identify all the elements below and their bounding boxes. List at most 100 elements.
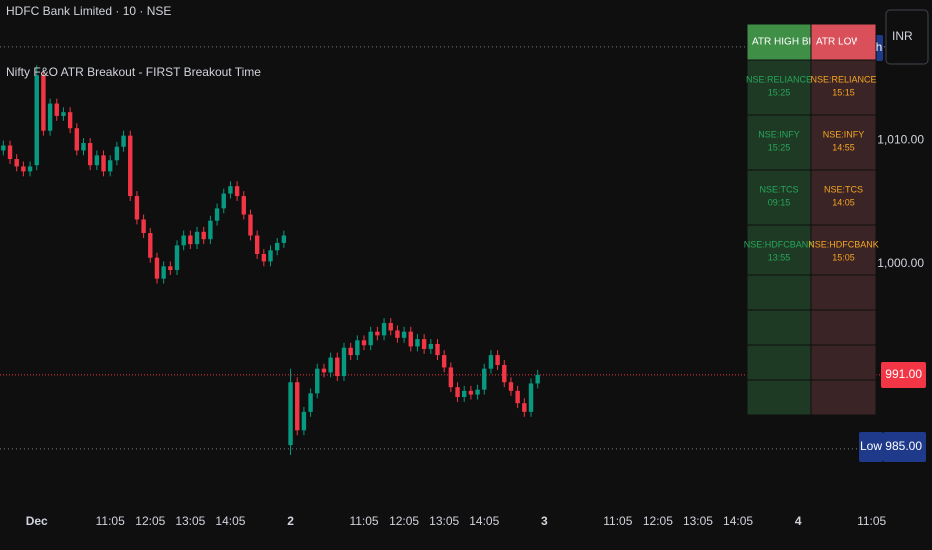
x-tick-label: 12:05 — [389, 514, 419, 528]
candle-body — [348, 347, 353, 356]
indicator-title: Nifty F&O ATR Breakout - FIRST Breakout … — [6, 65, 261, 79]
candle-body — [201, 231, 206, 240]
candle-body — [261, 254, 267, 262]
candle-body — [254, 235, 260, 254]
table-cell-symbol: NSE:TCS — [759, 184, 798, 194]
candle-body — [61, 112, 66, 116]
currency-label[interactable]: INR — [892, 29, 913, 43]
table-cell — [810, 114, 877, 171]
candle-body — [21, 166, 26, 172]
x-tick-label: 14:05 — [723, 514, 753, 528]
table-cell-symbol: NSE:RELIANCE — [746, 74, 812, 84]
x-tick-label: 14:05 — [469, 514, 499, 528]
candle-body — [241, 196, 246, 215]
table-cell — [810, 274, 877, 311]
table-cell-time: 09:15 — [768, 197, 791, 207]
table-cell — [746, 274, 812, 311]
table-cell-symbol: NSE:INFY — [758, 129, 800, 139]
low-label: Low — [860, 439, 882, 453]
candle-body — [341, 347, 347, 377]
candle-body — [502, 364, 507, 383]
candle-body — [47, 103, 53, 131]
candle-body — [208, 220, 213, 240]
candle-body — [154, 257, 160, 279]
candle-body — [315, 368, 320, 394]
candle-body — [508, 382, 514, 391]
candle-body — [228, 186, 233, 194]
candle-body — [415, 339, 420, 347]
candle-body — [41, 75, 46, 131]
candle-body — [395, 330, 400, 338]
y-tick-label: 1,000.00 — [877, 256, 924, 270]
table-cell — [746, 59, 812, 116]
symbol-title: HDFC Bank Limited · 10 · NSE — [6, 4, 171, 18]
candle-body — [288, 382, 293, 446]
x-tick-label: 3 — [541, 514, 548, 528]
candle-body — [441, 355, 447, 368]
candle-body — [194, 231, 200, 245]
x-tick-label: 4 — [795, 514, 802, 528]
table-cell-symbol: NSE:RELIANCE — [810, 74, 876, 84]
x-tick-label: 13:05 — [175, 514, 205, 528]
x-tick-label: Dec — [26, 514, 48, 528]
x-tick-label: 11:05 — [603, 514, 632, 528]
candle-body — [34, 75, 39, 166]
table-header-cell — [810, 23, 877, 61]
candle-body — [462, 390, 467, 398]
table-cell-time: 14:05 — [832, 197, 855, 207]
candle-body — [188, 235, 193, 245]
currency-button[interactable] — [885, 9, 929, 65]
candle-body — [161, 266, 166, 279]
candle-body — [535, 374, 540, 384]
x-tick-label: 11:05 — [857, 514, 886, 528]
x-tick-label: 14:05 — [215, 514, 245, 528]
candle-body — [174, 245, 180, 271]
candle-body — [448, 367, 454, 388]
candle-body — [428, 344, 434, 349]
x-tick-label: 13:05 — [683, 514, 713, 528]
candle-body — [515, 390, 520, 404]
low-label-box — [859, 432, 883, 462]
x-tick-label: 12:05 — [135, 514, 165, 528]
table-cell — [810, 169, 877, 226]
candle-body — [368, 331, 373, 346]
y-tick-label: 1,010.00 — [877, 133, 924, 147]
candle-body — [114, 146, 120, 161]
candle-body — [221, 193, 226, 209]
candle-body — [94, 155, 100, 166]
candle-body — [141, 219, 146, 234]
table-cell-symbol: NSE:INFY — [823, 129, 865, 139]
candle-body — [67, 112, 73, 129]
candle-body — [361, 340, 367, 346]
x-tick-label: 11:05 — [349, 514, 378, 528]
candle-body — [14, 159, 19, 167]
table-cell-symbol: NSE:HDFCBANK — [744, 239, 815, 249]
last-price-box — [881, 362, 926, 388]
candle-body — [121, 135, 126, 147]
x-tick-label: 2 — [287, 514, 294, 528]
table-cell-time: 14:55 — [832, 142, 855, 152]
candle-body — [274, 242, 280, 251]
table-header-cell — [746, 23, 812, 61]
candle-body — [81, 143, 86, 151]
table-cell-time: 15:15 — [832, 87, 855, 97]
candle-body — [301, 411, 307, 431]
candle-body — [522, 403, 527, 412]
x-tick-label: 13:05 — [429, 514, 459, 528]
table-cell — [810, 379, 877, 416]
candle-body — [308, 393, 313, 412]
candle-body — [355, 340, 360, 356]
candle-body — [475, 389, 480, 395]
candle-body — [7, 145, 13, 160]
candle-body — [168, 266, 173, 271]
candle-body — [335, 357, 340, 377]
candle-body — [134, 196, 140, 220]
candle-body — [528, 383, 534, 412]
candle-body — [468, 390, 474, 395]
x-tick-label: 12:05 — [643, 514, 673, 528]
table-cell — [746, 224, 812, 276]
table-cell — [810, 59, 877, 116]
table-cell-time: 15:25 — [768, 87, 791, 97]
candle-body — [101, 155, 106, 172]
